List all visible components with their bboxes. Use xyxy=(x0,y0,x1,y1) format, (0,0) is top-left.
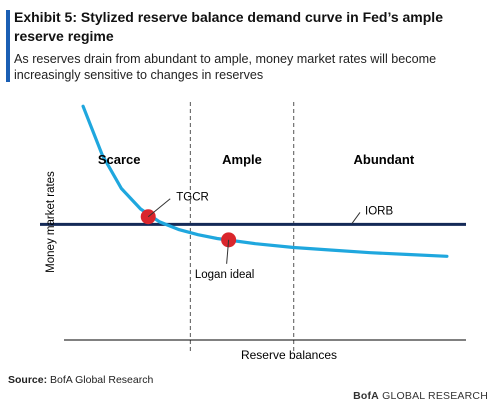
exhibit-subtitle: As reserves drain from abundant to ample… xyxy=(14,52,437,82)
region-boundaries xyxy=(189,102,295,354)
points xyxy=(140,198,237,264)
reference-line-leader xyxy=(351,212,361,224)
region-label-scarce: Scarce xyxy=(98,152,141,167)
reference-line-label: IORB xyxy=(365,205,393,217)
point-leader-1 xyxy=(147,198,171,218)
brand-strong: BofA xyxy=(353,390,379,402)
demand-curve-chart: Scarce Ample Abundant IORB TGCR Logan ideal R… xyxy=(40,102,466,362)
y-axis-label: Money market rates xyxy=(45,171,57,273)
source-label: Source: xyxy=(8,374,48,386)
point-label-2: Logan ideal xyxy=(195,269,254,281)
region-label-ample: Ample xyxy=(222,152,262,167)
labels: Scarce Ample Abundant IORB TGCR Logan ideal xyxy=(98,152,415,281)
source-note: Source: BofA Global Research xyxy=(8,374,153,386)
x-axis-label: Reserve balances xyxy=(241,348,337,362)
exhibit-title: Exhibit 5: Stylized reserve balance dema… xyxy=(14,9,443,44)
brand-mark: BofA GLOBAL RESEARCH xyxy=(353,390,488,402)
point-label-1: TGCR xyxy=(176,192,209,204)
demand-curve-line-1 xyxy=(81,104,449,258)
brand-text: GLOBAL RESEARCH xyxy=(382,390,488,402)
source-text: BofA Global Research xyxy=(50,374,154,386)
reference-lines xyxy=(40,212,466,226)
region-label-abundant: Abundant xyxy=(354,152,415,167)
title-accent-bar xyxy=(6,10,10,82)
point-leader-2 xyxy=(226,239,230,264)
series xyxy=(81,104,449,258)
